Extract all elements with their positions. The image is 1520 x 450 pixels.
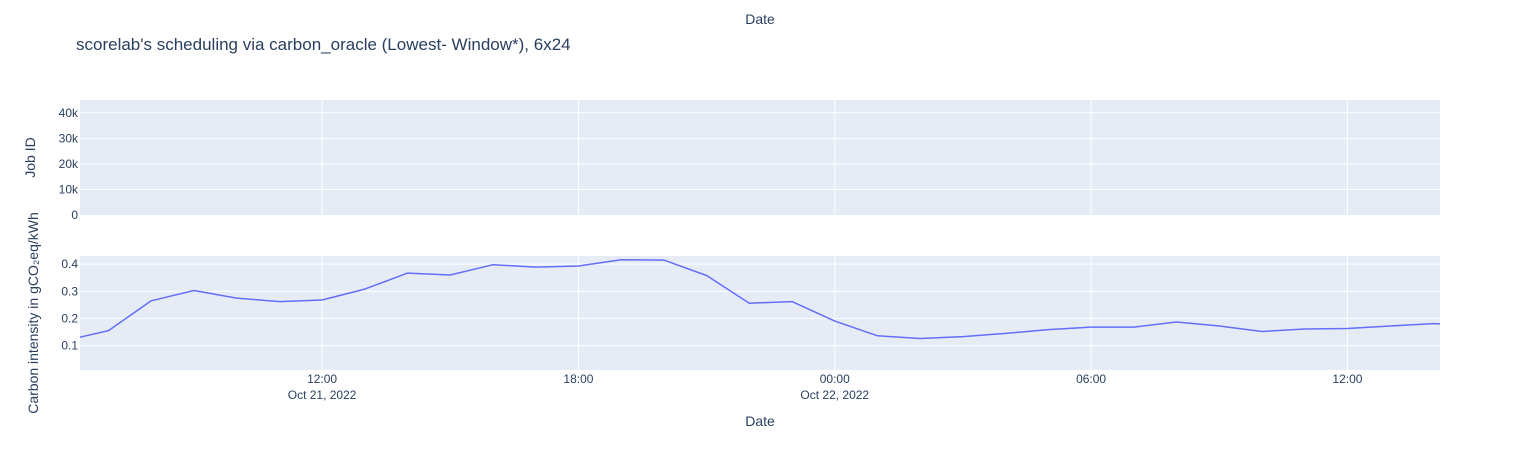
carbon-intensity-series — [79, 259, 1441, 340]
chart-title: scorelab's scheduling via carbon_oracle … — [76, 35, 571, 54]
job-id-y-tick-label: 10k — [59, 182, 79, 196]
x-tick-time-label: 18:00 — [563, 372, 593, 386]
bottom-x-axis-title: Date — [745, 413, 775, 429]
job-id-y-tick-label: 30k — [59, 131, 79, 145]
job-id-horizontal-gridlines — [80, 112, 1440, 190]
carbon-intensity-panel: 0.1 0.2 0.3 0.4 12:00 Oct 21, 2022 18:00 00:00… — [25, 212, 1441, 429]
job-id-vertical-gridlines — [321, 100, 1348, 215]
x-tick-date-label: Oct 22, 2022 — [800, 388, 869, 402]
top-x-axis-title: Date — [745, 11, 775, 27]
carbon-y-tick-label: 0.3 — [61, 284, 78, 298]
x-tick-date-label: Oct 21, 2022 — [288, 388, 357, 402]
x-tick-time-label: 06:00 — [1076, 372, 1106, 386]
carbon-y-tick-label: 0.4 — [61, 257, 78, 271]
job-id-y-tick-labels: 0 10k 20k 30k 40k — [59, 106, 79, 222]
carbon-vertical-gridlines — [321, 256, 1348, 370]
carbon-y-tick-label: 0.2 — [61, 311, 78, 325]
carbon-x-tick-labels: 12:00 Oct 21, 2022 18:00 00:00 Oct 22, 2022 0… — [288, 372, 1363, 402]
job-id-y-tick-label: 0 — [71, 208, 78, 222]
job-id-plot-area — [80, 100, 1440, 215]
carbon-y-tick-label: 0.1 — [61, 339, 78, 353]
carbon-intensity-line-0 — [79, 259, 1441, 340]
x-tick-time-label: 12:00 — [1332, 372, 1362, 386]
job-id-y-axis-title: Job ID — [22, 137, 38, 177]
x-tick-time-label: 00:00 — [820, 372, 850, 386]
x-tick-time-label: 12:00 — [307, 372, 337, 386]
job-id-y-tick-label: 40k — [59, 106, 79, 120]
job-id-panel: 0 10k 20k 30k 40k Job ID — [22, 100, 1440, 222]
carbon-y-axis-title: Carbon intensity in gCO₂eq/kWh — [25, 212, 41, 414]
carbon-y-tick-labels: 0.1 0.2 0.3 0.4 — [61, 257, 78, 352]
carbon-plot-area — [80, 256, 1440, 370]
job-id-y-tick-label: 20k — [59, 157, 79, 171]
carbon-horizontal-gridlines — [80, 263, 1440, 347]
